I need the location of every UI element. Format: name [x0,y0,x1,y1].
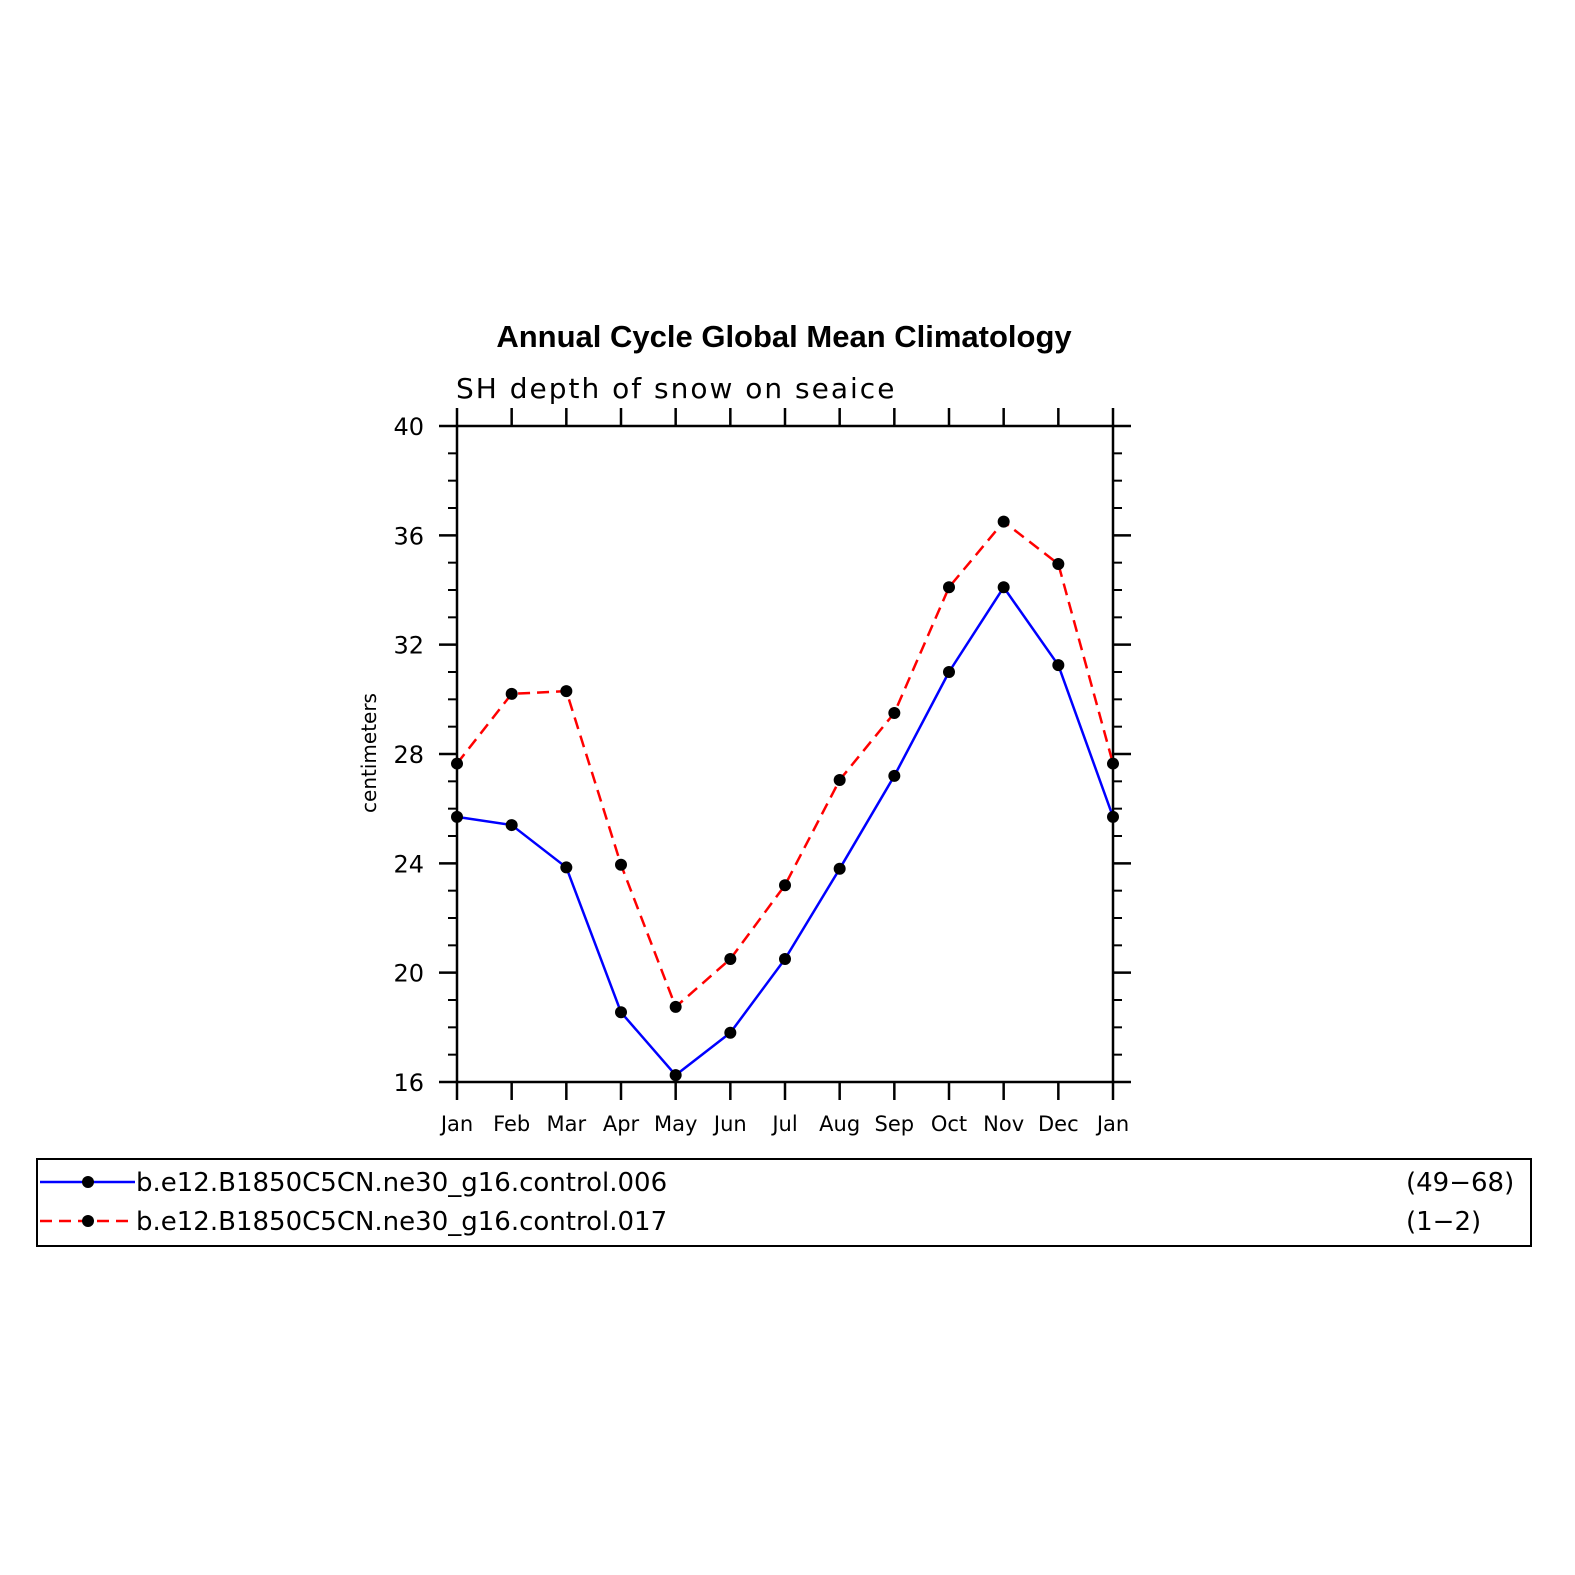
chart-title: Annual Cycle Global Mean Climatology [496,319,1072,354]
series-1-point [505,819,518,832]
series-2-point [505,687,518,700]
series-2-point [997,515,1010,528]
x-tick-label: Jun [712,1112,747,1136]
series-2-point [888,707,901,719]
legend-marker-1 [82,1176,94,1188]
series-2-point [1052,558,1065,571]
y-tick-label: 20 [393,960,424,988]
x-tick-label: Apr [603,1112,640,1136]
y-tick-label: 40 [393,413,424,441]
series-2-point [615,858,627,871]
x-tick-label: Jan [439,1112,473,1136]
legend-years-1: (49−68) [1406,1168,1514,1198]
series-1-point [451,810,463,823]
series-2-point [451,757,463,770]
y-tick-label: 28 [393,741,424,769]
series-1-point [997,581,1010,594]
series-1-point [669,1069,682,1082]
legend-years-2: (1−2) [1406,1207,1481,1237]
series-1-point [779,953,791,965]
x-tick-label: Feb [493,1112,530,1136]
legend-box [36,1158,1532,1247]
x-tick-label: Oct [931,1112,967,1136]
y-tick-label: 16 [393,1069,424,1097]
x-tick-label: Aug [819,1112,860,1136]
series-2-point [943,581,955,594]
series-1-point [560,861,573,874]
series-2-point [560,685,573,698]
legend: b.e12.B1850C5CN.ne30_g16.control.006 (49−… [36,1158,1532,1247]
series-1-point [833,862,846,875]
series-2-point [724,953,737,965]
x-tick-label: Sep [875,1112,915,1136]
y-axis-label: centimeters [357,693,381,813]
x-tick-label: Mar [547,1112,587,1136]
legend-label-1: b.e12.B1850C5CN.ne30_g16.control.006 [136,1168,667,1198]
y-tick-label: 24 [393,850,424,878]
series-2-point [669,1000,682,1013]
x-tick-label: Jul [770,1112,797,1136]
series-1-point [943,666,955,678]
x-tick-label: May [654,1112,697,1136]
x-tick-label: Nov [983,1112,1024,1136]
series-1-point [1052,659,1065,672]
series-1-point [1107,810,1119,823]
y-tick-label: 32 [393,632,424,660]
plot-frame [455,424,1115,1084]
series-2-point [779,879,791,892]
series-2-point [833,773,846,786]
chart-subtitle: SH depth of snow on seaice [456,372,896,405]
series-1-point [724,1026,737,1039]
legend-label-2: b.e12.B1850C5CN.ne30_g16.control.017 [136,1207,667,1237]
legend-marker-2 [82,1215,94,1227]
y-tick-label: 36 [393,522,424,550]
x-tick-label: Jan [1095,1112,1129,1136]
x-tick-label: Dec [1038,1112,1079,1136]
series-line-2 [456,520,1115,1009]
series-2-point [1107,757,1119,770]
series-1-point [615,1006,627,1019]
plot-area: 16 20 24 28 32 36 40 Jan Feb Mar Apr May Jun Jul Aug Se… [393,408,1131,1136]
series-1-point [888,769,901,782]
series-line-1 [456,586,1115,1077]
